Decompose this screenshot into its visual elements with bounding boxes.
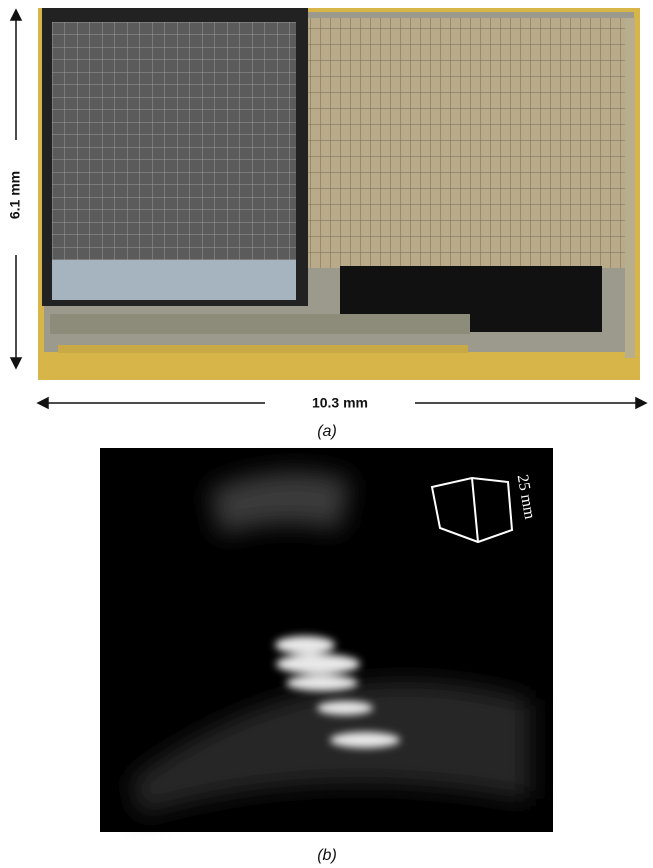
figure: 6.1 mm 10.3 mm (a) 25 mm (b) (0, 0, 653, 868)
reflector (286, 675, 358, 691)
caption: (b) (317, 847, 337, 864)
pad-strip (58, 345, 468, 353)
page: 6.1 mm 10.3 mm (a) 25 mm (b) (() => { co… (0, 0, 653, 868)
element-array (300, 18, 625, 268)
bond-row (50, 314, 470, 334)
ultrasound-image: 25 mm (100, 448, 553, 832)
grid-reflection (52, 260, 296, 300)
bond-pads (58, 345, 468, 353)
arrow-head (11, 358, 21, 368)
caption: (a) (317, 423, 337, 440)
height-label: 6.1 mm (7, 171, 23, 219)
reflector (276, 654, 360, 674)
element-grid (52, 22, 296, 260)
reflector (317, 701, 373, 715)
edge-traces (625, 18, 635, 358)
arrow-head (38, 398, 48, 408)
reflector (330, 732, 400, 748)
chip-photo (38, 8, 640, 380)
arrow-head (636, 398, 646, 408)
arrow-head (11, 10, 21, 20)
reflector (275, 636, 335, 654)
width-label: 10.3 mm (312, 395, 368, 411)
